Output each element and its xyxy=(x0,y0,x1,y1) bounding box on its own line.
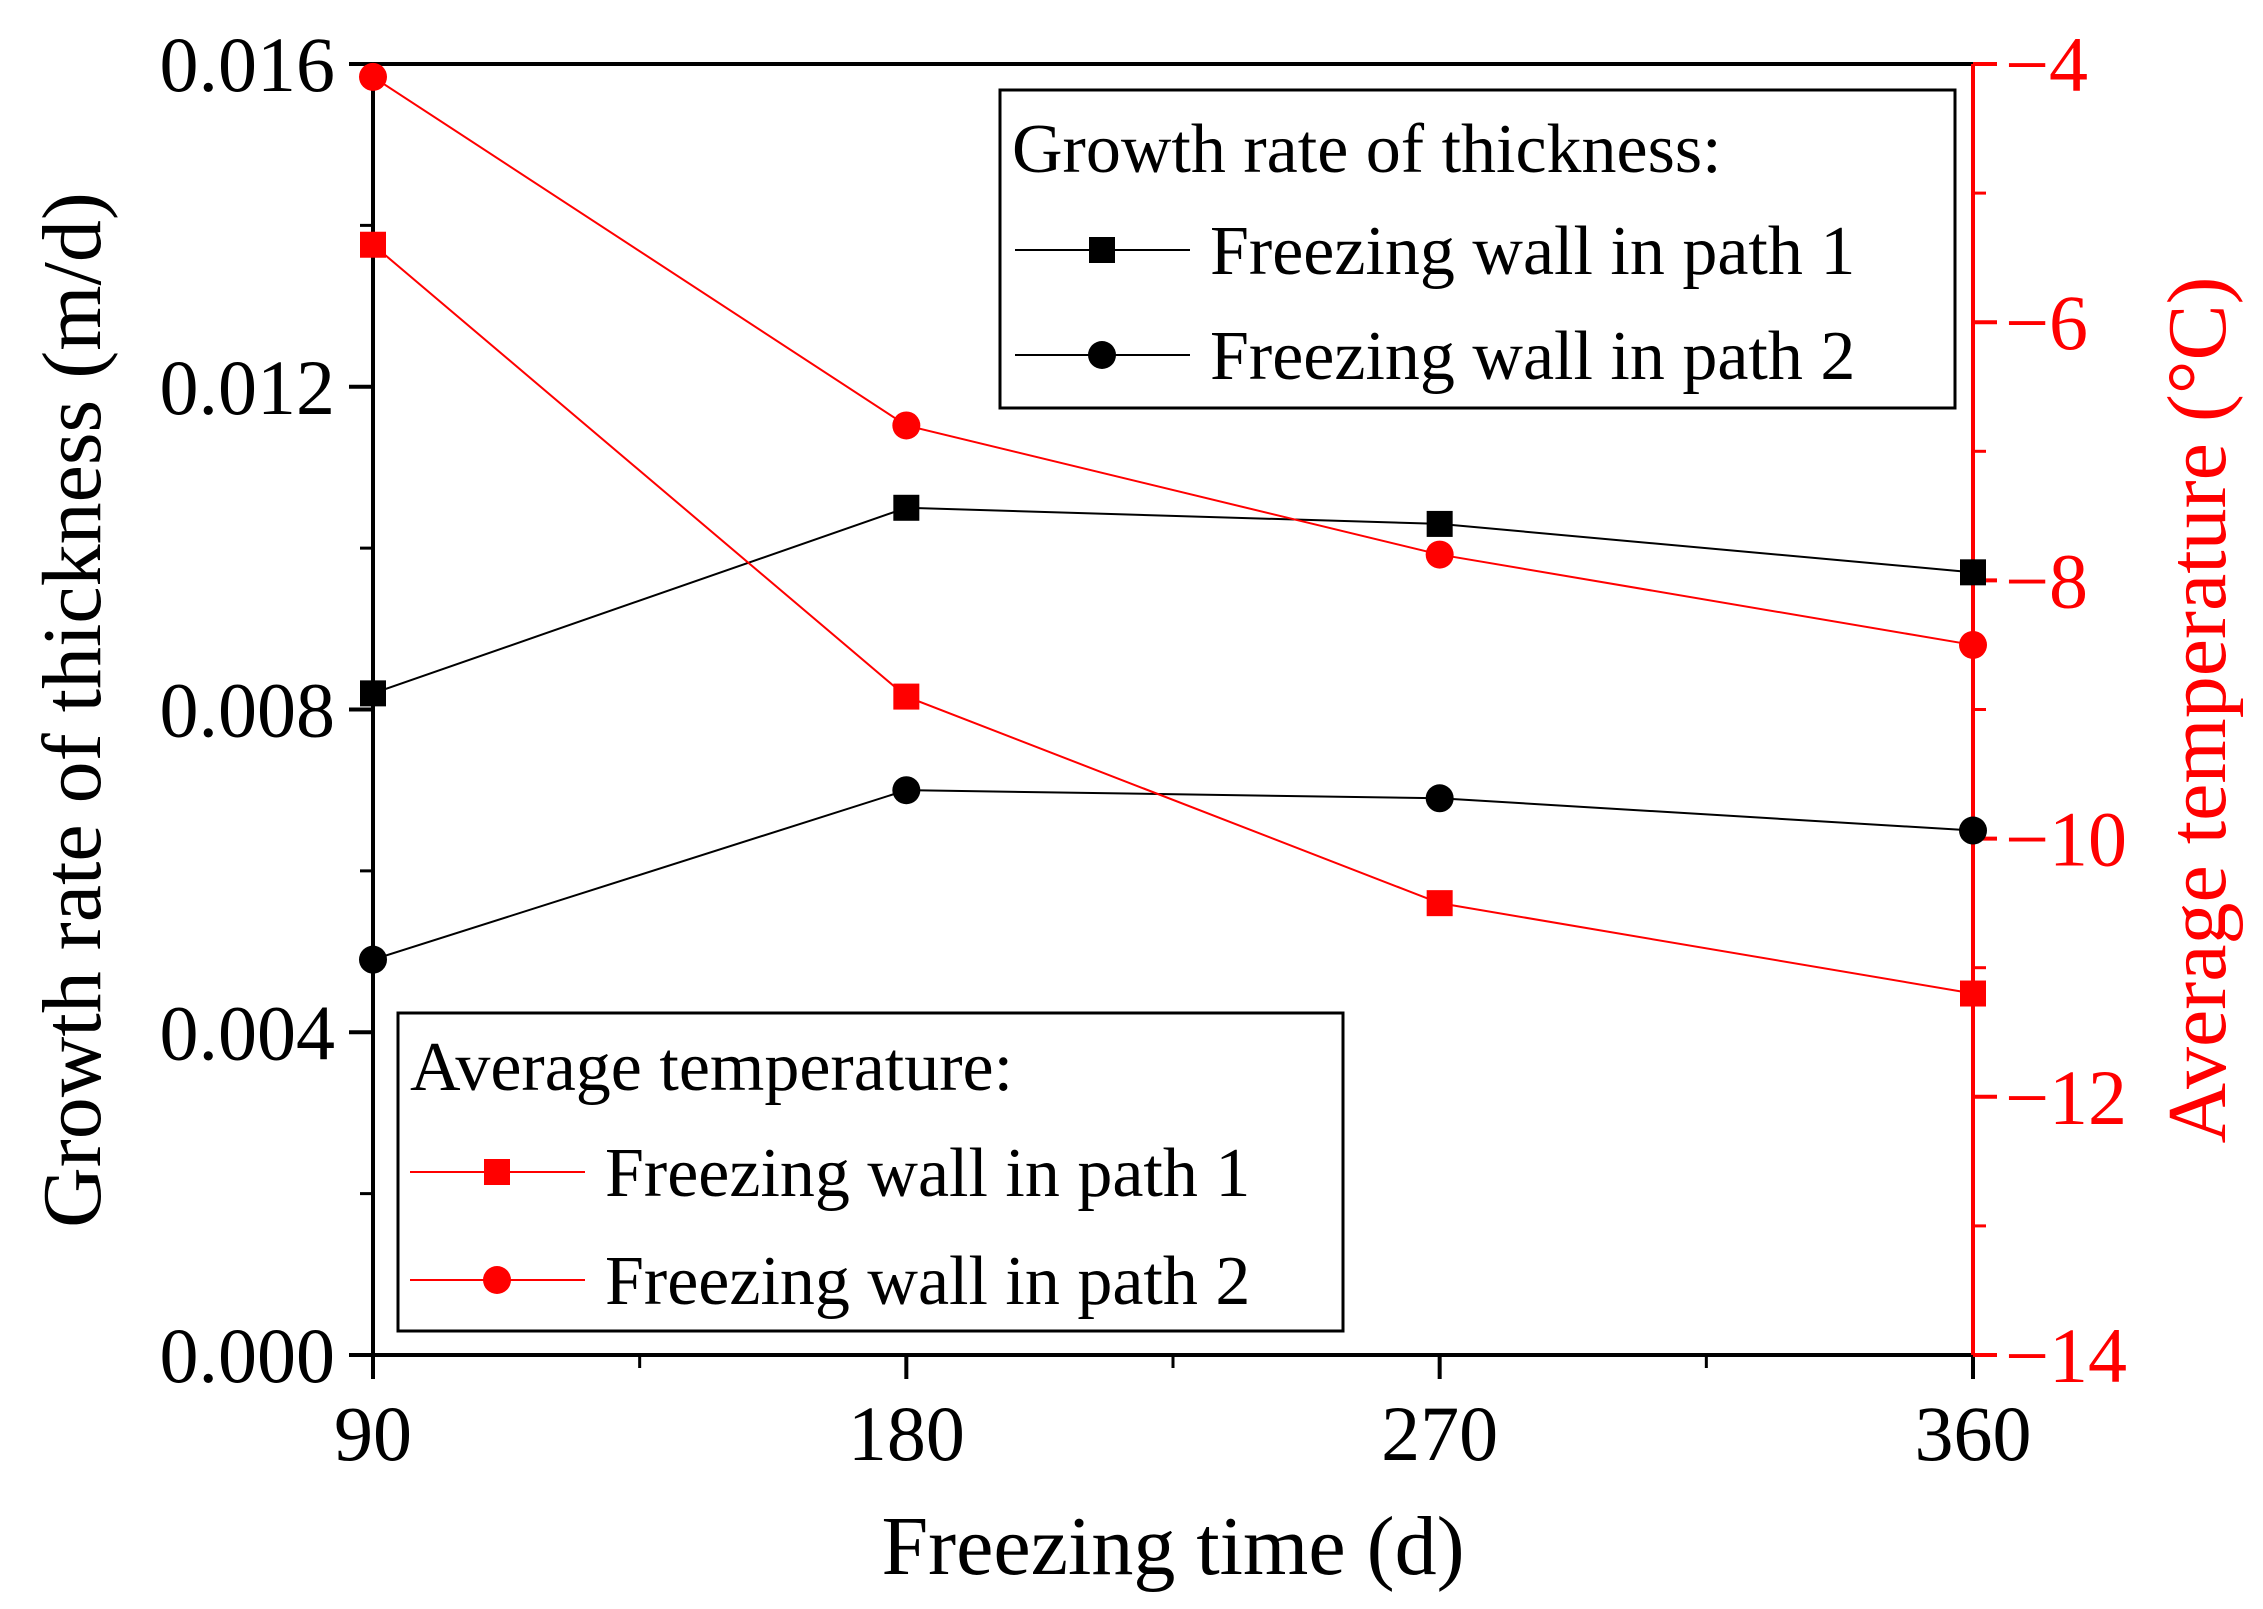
series-growth-circle xyxy=(359,776,1987,974)
data-point-circle xyxy=(359,62,387,91)
legend-temperature: Average temperature: Freezing wall in pa… xyxy=(396,1011,1345,1333)
y-right-tick-label: −6 xyxy=(2005,279,2088,366)
y-left-tick-label: 0.008 xyxy=(160,667,336,754)
series-temperature-circle xyxy=(359,62,1987,659)
legend-temperature-marker-square xyxy=(484,1159,510,1185)
data-point-square xyxy=(1960,559,1986,586)
legend-growth-marker-square xyxy=(1089,237,1115,263)
y-left-tick-label: 0.000 xyxy=(160,1312,336,1399)
legend-temperature-label-1: Freezing wall in path 1 xyxy=(605,1135,1250,1212)
series-layer xyxy=(359,62,1987,1007)
data-point-square xyxy=(360,231,386,258)
data-point-circle xyxy=(1425,784,1454,813)
y-axis-title-left: Growth rate of thickness (m/d) xyxy=(26,192,119,1228)
data-point-square xyxy=(1426,510,1453,537)
legend-temperature-title: Average temperature: xyxy=(410,1029,1013,1106)
data-point-square xyxy=(360,680,386,707)
y-left-tick-label: 0.012 xyxy=(160,344,336,431)
y-left-tick-label: 0.004 xyxy=(160,989,336,1076)
x-tick-label: 180 xyxy=(848,1390,965,1477)
data-point-circle xyxy=(1959,816,1987,845)
legend-temperature-marker-circle xyxy=(483,1266,511,1294)
axis-ticks: 90 180 270 360 0.000 0.004 0.008 0.012 0.016 −14 −… xyxy=(160,21,2128,1477)
data-point-circle xyxy=(1959,630,1987,659)
legend-growth-label-2: Freezing wall in path 2 xyxy=(1210,318,1855,395)
x-axis-title: Freezing time (d) xyxy=(881,1500,1464,1593)
y-right-tick-label: −8 xyxy=(2005,537,2088,624)
series-growth-square xyxy=(360,494,1986,707)
legend-growth-label-1: Freezing wall in path 1 xyxy=(1210,213,1855,290)
series-line xyxy=(372,76,1974,646)
legend-growth: Growth rate of thickness: Freezing wall … xyxy=(998,88,1957,410)
y-right-tick-label: −14 xyxy=(2005,1312,2127,1399)
x-tick-label: 270 xyxy=(1381,1390,1498,1477)
legend-growth-title: Growth rate of thickness: xyxy=(1012,111,1722,188)
series-temperature-square xyxy=(360,231,1986,1007)
data-point-square xyxy=(893,683,920,710)
data-point-square xyxy=(1426,890,1453,917)
y-axis-title-right: Average temperature (°C) xyxy=(2151,277,2244,1144)
legend-growth-marker-circle xyxy=(1088,341,1116,369)
data-point-circle xyxy=(892,776,921,805)
data-point-circle xyxy=(892,411,921,440)
y-right-tick-label: −10 xyxy=(2005,796,2127,883)
x-tick-label: 90 xyxy=(334,1390,412,1477)
series-line xyxy=(372,789,1974,961)
series-line xyxy=(372,243,1974,995)
data-point-square xyxy=(1960,980,1986,1007)
y-right-tick-label: −4 xyxy=(2005,21,2088,108)
data-point-circle xyxy=(359,945,387,974)
legend-temperature-label-2: Freezing wall in path 2 xyxy=(605,1243,1250,1320)
x-tick-label: 360 xyxy=(1915,1390,2032,1477)
data-point-square xyxy=(893,494,920,521)
y-left-tick-label: 0.016 xyxy=(160,21,336,108)
y-right-tick-label: −12 xyxy=(2005,1054,2127,1141)
series-line xyxy=(372,506,1974,695)
data-point-circle xyxy=(1425,540,1454,569)
